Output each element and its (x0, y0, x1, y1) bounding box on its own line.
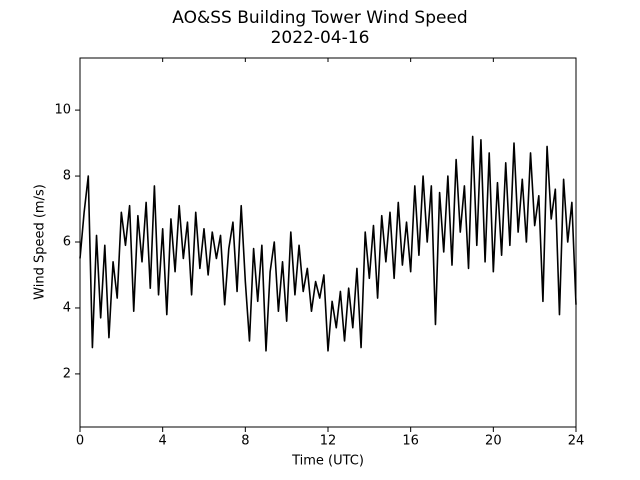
x-tick-label: 4 (159, 434, 167, 449)
y-tick-label: 8 (63, 169, 71, 184)
y-tick-label: 6 (63, 235, 71, 250)
y-axis-label: Wind Speed (m/s) (33, 184, 48, 300)
x-tick-label: 8 (241, 434, 249, 449)
chart-subtitle: 2022-04-16 (271, 28, 370, 48)
plot-frame (79, 57, 577, 428)
x-tick-label: 0 (76, 434, 84, 449)
x-axis-label: Time (UTC) (291, 454, 364, 469)
data-line (79, 135, 577, 352)
y-tick-label: 4 (63, 300, 71, 315)
y-tick-label: 2 (63, 366, 71, 381)
x-tick-label: 12 (320, 434, 337, 449)
x-tick-label: 20 (485, 434, 502, 449)
chart-title: AO&SS Building Tower Wind Speed (172, 8, 467, 28)
x-tick-label: 24 (568, 434, 585, 449)
y-tick-label: 10 (54, 103, 71, 118)
x-tick-label: 16 (402, 434, 419, 449)
